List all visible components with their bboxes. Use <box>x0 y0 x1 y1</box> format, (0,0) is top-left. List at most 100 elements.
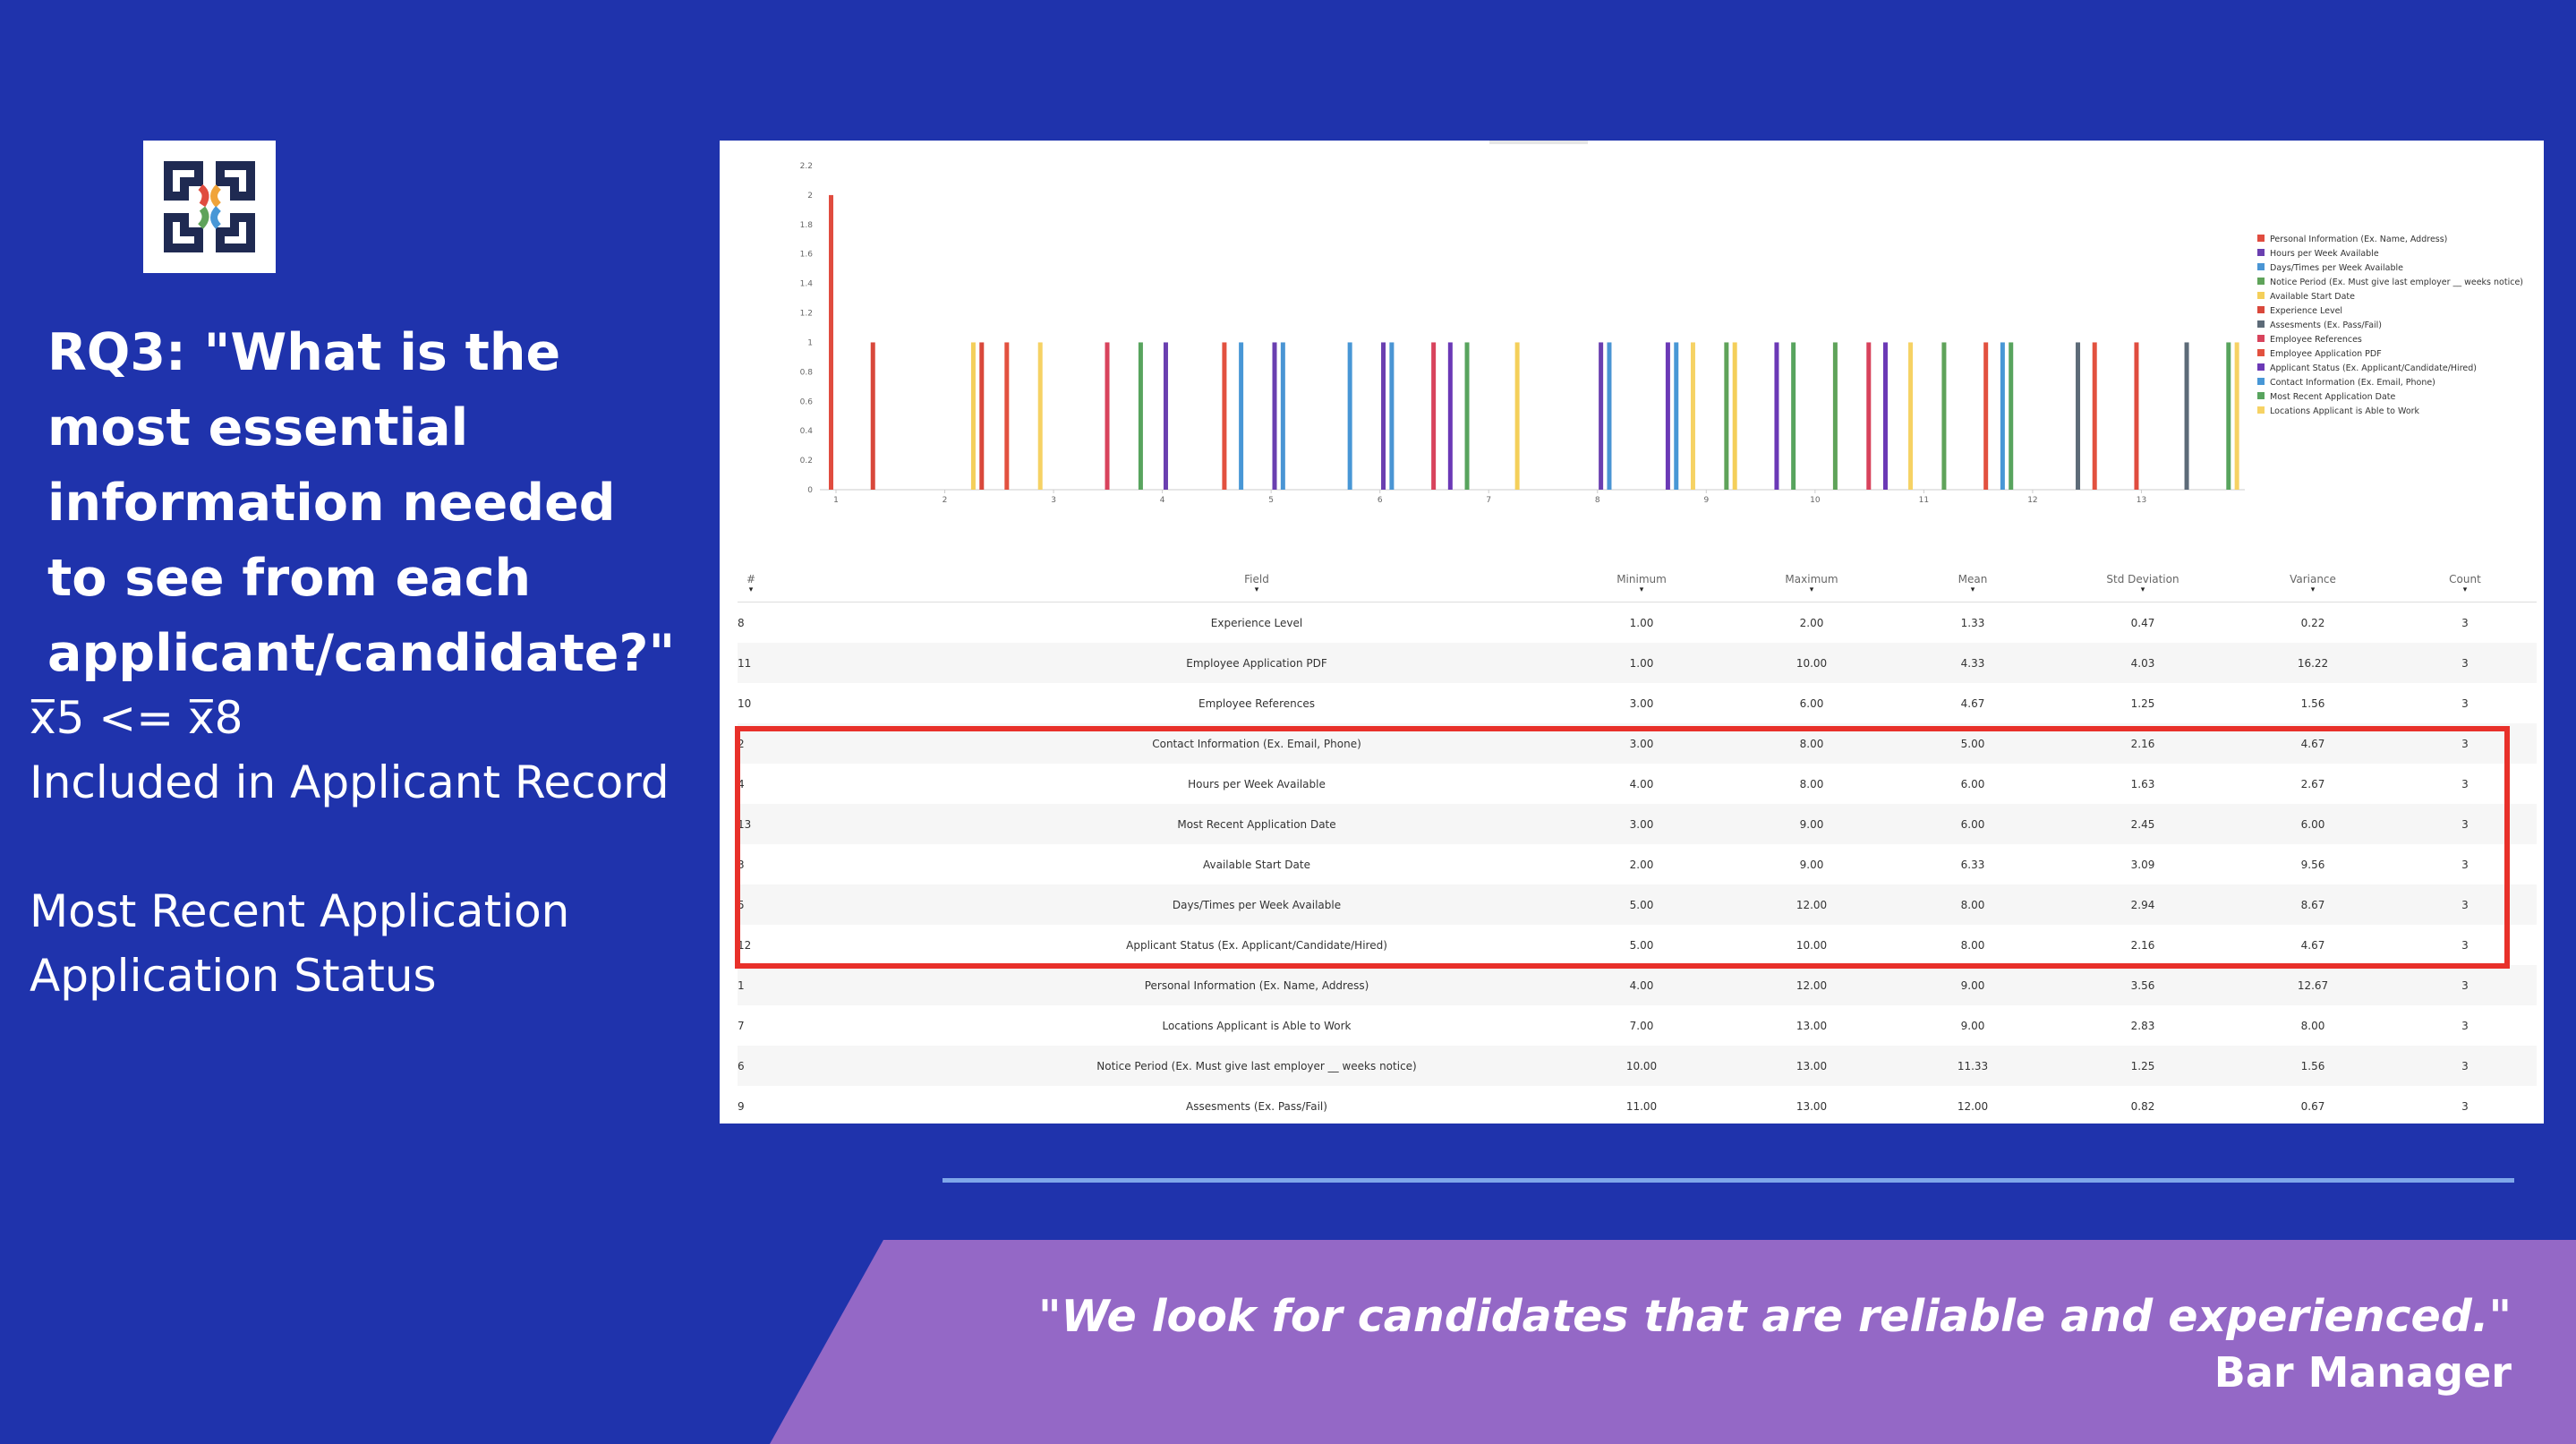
chart-bar <box>1222 342 1227 490</box>
cell-field: Personal Information (Ex. Name, Address) <box>1144 979 1369 992</box>
hypothesis: x̅5 <= x̅8 <box>30 692 243 744</box>
cell-std-deviation: 2.16 <box>2130 939 2155 952</box>
cell-number: 13 <box>738 818 752 831</box>
table-row: 5 Days/Times per Week Available 5.00 12.00 8… <box>738 884 2537 925</box>
chart-bar <box>2000 342 2005 490</box>
cell-field: Assesments (Ex. Pass/Fail) <box>1186 1100 1327 1113</box>
chart-bar <box>1607 342 1612 490</box>
chart-bar <box>1983 342 1989 490</box>
cell-std-deviation: 2.83 <box>2130 1020 2155 1032</box>
legend-swatch <box>2257 235 2265 242</box>
cell-std-deviation: 3.56 <box>2130 979 2155 992</box>
legend-label: Most Recent Application Date <box>2270 392 2396 402</box>
y-tick-label: 2 <box>807 192 813 201</box>
legend-swatch <box>2257 406 2265 414</box>
y-tick-label: 1.4 <box>800 280 814 289</box>
y-tick-label: 0.8 <box>800 368 814 377</box>
col-header-field[interactable]: Field ▾ <box>1244 573 1269 594</box>
col-header-mean[interactable]: Mean ▾ <box>1958 573 1988 594</box>
cell-minimum: 5.00 <box>1629 939 1654 952</box>
cell-mean: 8.00 <box>1960 939 1985 952</box>
table-row: 7 Locations Applicant is Able to Work 7.00… <box>738 1005 2537 1046</box>
chart-bar <box>1272 342 1277 490</box>
cell-minimum: 7.00 <box>1629 1020 1654 1032</box>
legend-label: Days/Times per Week Available <box>2270 263 2403 273</box>
x-tick-label: 3 <box>1051 496 1056 505</box>
legend-label: Assesments (Ex. Pass/Fail) <box>2270 320 2382 330</box>
cell-variance: 9.56 <box>2300 859 2325 871</box>
table-header: # ▾ Field ▾ Minimum ▾ Maximum ▾ Mean ▾ Std De… <box>738 566 2537 602</box>
col-header-std-deviation[interactable]: Std Deviation ▾ <box>2106 573 2179 594</box>
x-tick-label: 4 <box>1160 496 1165 505</box>
cell-maximum: 13.00 <box>1796 1020 1828 1032</box>
cell-std-deviation: 2.94 <box>2130 899 2155 911</box>
chart-bar <box>870 342 875 490</box>
legend-swatch <box>2257 335 2265 342</box>
cell-count: 3 <box>2461 899 2469 911</box>
col-header-number[interactable]: # ▾ <box>746 573 756 594</box>
cell-variance: 1.56 <box>2300 697 2325 710</box>
cell-std-deviation: 2.16 <box>2130 738 2155 750</box>
chart-bar <box>1908 342 1914 490</box>
cell-minimum: 4.00 <box>1629 778 1654 790</box>
legend-label: Available Start Date <box>2270 292 2355 302</box>
legend-swatch <box>2257 249 2265 256</box>
chart-bar <box>1941 342 1947 490</box>
x-tick-label: 11 <box>1919 496 1929 505</box>
cell-mean: 6.00 <box>1960 818 1985 831</box>
y-tick-label: 0 <box>807 486 813 495</box>
cell-mean: 8.00 <box>1960 899 1985 911</box>
legend-swatch <box>2257 363 2265 371</box>
chart-bar <box>1665 342 1670 490</box>
cell-maximum: 13.00 <box>1796 1100 1828 1113</box>
x-tick-label: 9 <box>1703 496 1709 505</box>
y-tick-label: 0.4 <box>800 427 814 436</box>
chart-bar <box>1674 342 1679 490</box>
cell-mean: 9.00 <box>1960 979 1985 992</box>
cell-std-deviation: 3.09 <box>2130 859 2155 871</box>
cell-variance: 2.67 <box>2300 778 2325 790</box>
cell-minimum: 1.00 <box>1629 657 1654 670</box>
legend-label: Locations Applicant is Able to Work <box>2270 406 2420 416</box>
cell-number: 3 <box>738 859 745 871</box>
cell-variance: 4.67 <box>2300 738 2325 750</box>
cell-number: 2 <box>738 738 745 750</box>
col-header-variance[interactable]: Variance ▾ <box>2290 573 2336 594</box>
cell-count: 3 <box>2461 738 2469 750</box>
cell-mean: 9.00 <box>1960 1020 1985 1032</box>
cell-std-deviation: 1.25 <box>2130 697 2155 710</box>
chart-bar <box>1447 342 1453 490</box>
chart-bar <box>2134 342 2139 490</box>
cell-maximum: 12.00 <box>1796 899 1828 911</box>
x-tick-label: 2 <box>943 496 948 505</box>
table-row: 13 Most Recent Application Date 3.00 9.00 6.… <box>738 804 2537 844</box>
chart-bar <box>970 342 976 490</box>
cell-mean: 11.33 <box>1957 1060 1989 1072</box>
legend-swatch <box>2257 320 2265 328</box>
cell-variance: 8.00 <box>2300 1020 2325 1032</box>
cell-number: 8 <box>738 617 745 629</box>
cell-number: 12 <box>738 939 752 952</box>
cell-field: Employee Application PDF <box>1186 657 1327 670</box>
chart-bar <box>2009 342 2014 490</box>
col-header-maximum[interactable]: Maximum ▾ <box>1785 573 1838 594</box>
cell-count: 3 <box>2461 1020 2469 1032</box>
col-header-count[interactable]: Count ▾ <box>2449 573 2481 594</box>
cell-std-deviation: 1.25 <box>2130 1060 2155 1072</box>
table-row: 11 Employee Application PDF 1.00 10.00 4.33 4… <box>738 643 2537 683</box>
cell-maximum: 9.00 <box>1799 818 1824 831</box>
cell-mean: 5.00 <box>1960 738 1985 750</box>
finding-application-status: Application Status <box>30 950 437 1002</box>
chart-bar <box>1138 342 1143 490</box>
cell-minimum: 2.00 <box>1629 859 1654 871</box>
cell-variance: 1.56 <box>2300 1060 2325 1072</box>
legend-label: Employee Application PDF <box>2270 349 2382 359</box>
results-panel: 0 0.2 0.4 0.6 0.8 1 1.2 1.4 1.6 1.8 2 2.2 1 2 3 4 5 6 7 8 9 1… <box>720 141 2544 1124</box>
cell-variance: 4.67 <box>2300 939 2325 952</box>
cell-maximum: 8.00 <box>1799 738 1824 750</box>
chart-bar <box>1037 342 1043 490</box>
cell-number: 11 <box>738 657 752 670</box>
chart-bar <box>2092 342 2097 490</box>
col-header-minimum[interactable]: Minimum ▾ <box>1616 573 1667 594</box>
chart-bar <box>1791 342 1796 490</box>
